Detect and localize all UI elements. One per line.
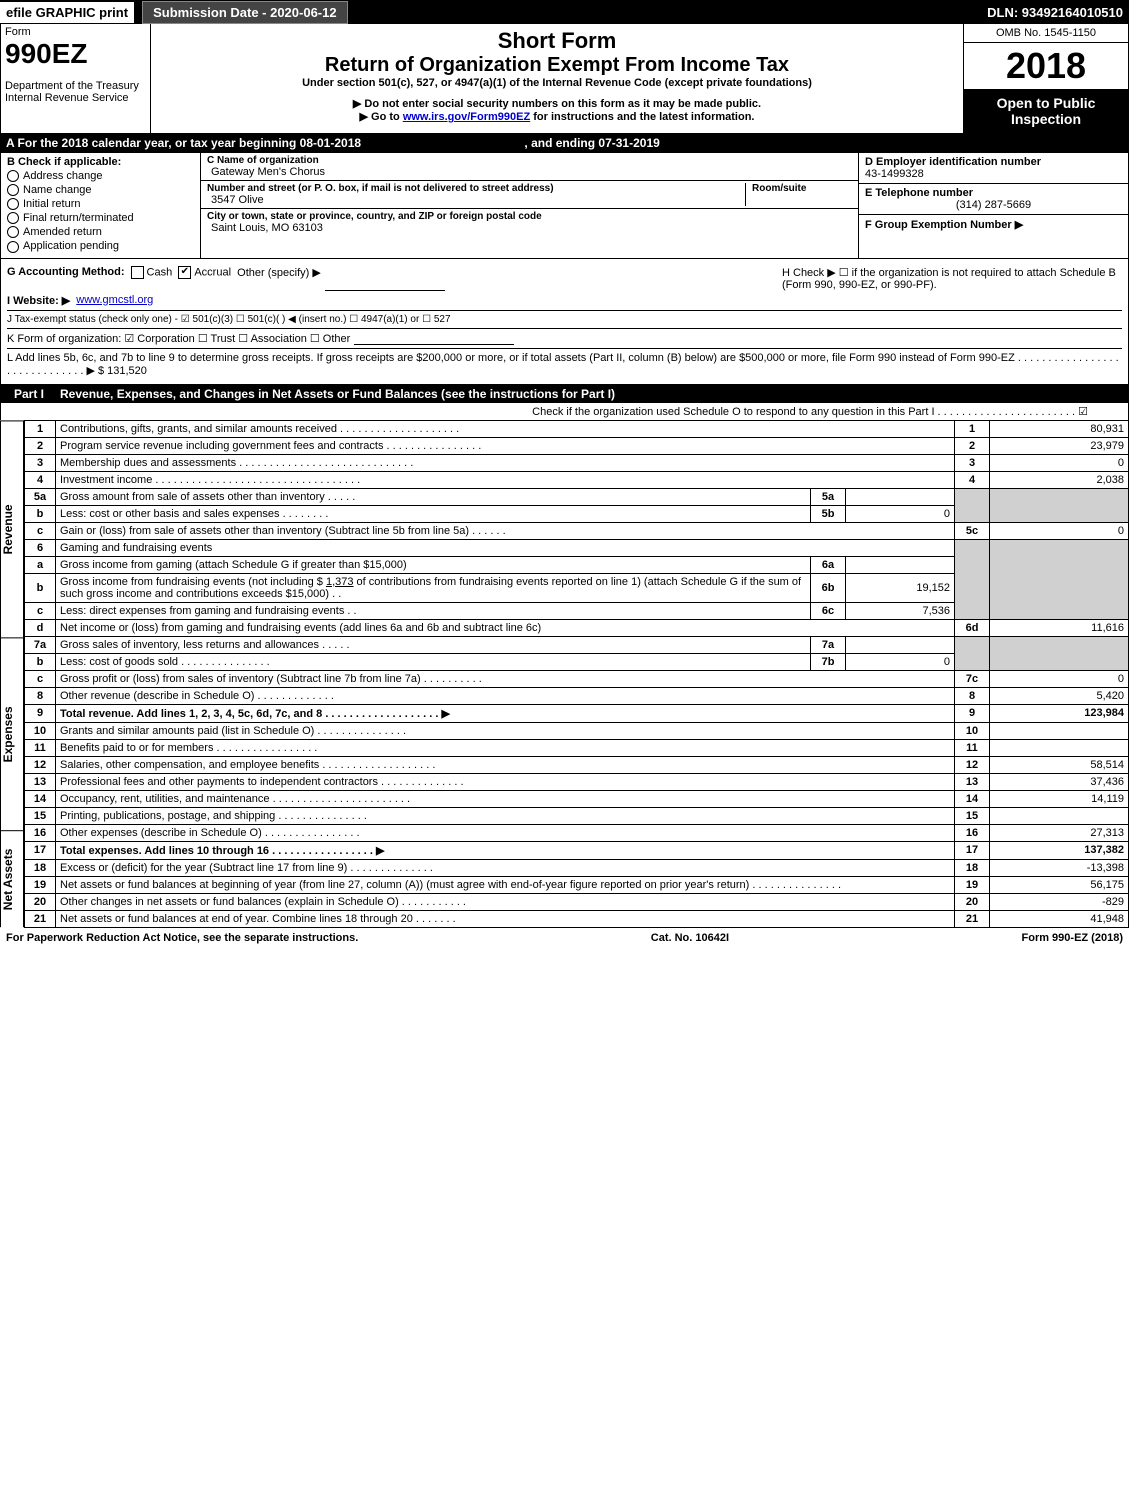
line-20: 20Other changes in net assets or fund ba…	[25, 893, 1129, 910]
cell-d: D Employer identification number 43-1499…	[858, 153, 1128, 258]
l-text: L Add lines 5b, 6c, and 7b to line 9 to …	[7, 352, 1122, 377]
part1-heading: Revenue, Expenses, and Changes in Net As…	[60, 387, 615, 401]
form-subtitle: Under section 501(c), 527, or 4947(a)(1)…	[155, 77, 959, 89]
g-accrual[interactable]: ✔Accrual	[178, 266, 231, 291]
submission-date: Submission Date - 2020-06-12	[142, 1, 348, 24]
footer: For Paperwork Reduction Act Notice, see …	[0, 928, 1129, 948]
note-goto-pre: ▶ Go to	[360, 111, 403, 123]
line-11: 11Benefits paid to or for members . . . …	[25, 739, 1129, 756]
open-public: Open to Public Inspection	[964, 89, 1128, 133]
dept-treasury: Department of the Treasury Internal Reve…	[5, 80, 146, 104]
chk-final-return[interactable]: Final return/terminated	[7, 212, 194, 224]
note-ssn: ▶ Do not enter social security numbers o…	[155, 97, 959, 110]
line-9: 9Total revenue. Add lines 1, 2, 3, 4, 5c…	[25, 704, 1129, 722]
header-right: OMB No. 1545-1150 2018 Open to Public In…	[963, 24, 1128, 133]
part1-tag: Part I	[6, 387, 52, 401]
line-5c: cGain or (loss) from sale of assets othe…	[25, 522, 1129, 539]
line-4: 4Investment income . . . . . . . . . . .…	[25, 471, 1129, 488]
line-19: 19Net assets or fund balances at beginni…	[25, 876, 1129, 893]
line-a-begin: A For the 2018 calendar year, or tax yea…	[6, 136, 361, 150]
form-title: Return of Organization Exempt From Incom…	[155, 54, 959, 77]
line-3: 3Membership dues and assessments . . . .…	[25, 454, 1129, 471]
f-grp-label: F Group Exemption Number ▶	[865, 218, 1122, 231]
line-12: 12Salaries, other compensation, and empl…	[25, 756, 1129, 773]
short-form-label: Short Form	[155, 28, 959, 54]
line-15: 15Printing, publications, postage, and s…	[25, 807, 1129, 824]
note-goto: ▶ Go to www.irs.gov/Form990EZ for instru…	[155, 110, 959, 123]
c-addr-label: Number and street (or P. O. box, if mail…	[207, 183, 745, 194]
j-text: J Tax-exempt status (check only one) - ☑…	[7, 314, 451, 325]
side-revenue: Revenue	[0, 420, 24, 637]
line-18: 18Excess or (deficit) for the year (Subt…	[25, 859, 1129, 876]
header-center: Short Form Return of Organization Exempt…	[151, 24, 963, 133]
chk-address-change[interactable]: Address change	[7, 170, 194, 182]
line-16: 16Other expenses (describe in Schedule O…	[25, 824, 1129, 841]
line-1: 1Contributions, gifts, grants, and simil…	[25, 420, 1129, 437]
line-7a: 7aGross sales of inventory, less returns…	[25, 636, 1129, 653]
line-8: 8Other revenue (describe in Schedule O) …	[25, 687, 1129, 704]
info-grid: B Check if applicable: Address change Na…	[0, 153, 1129, 259]
footer-mid: Cat. No. 10642I	[651, 932, 729, 944]
mid-section: G Accounting Method: Cash ✔Accrual Other…	[0, 259, 1129, 385]
omb-number: OMB No. 1545-1150	[964, 24, 1128, 43]
part1-check-note: Check if the organization used Schedule …	[0, 403, 1129, 420]
part1-header: Part I Revenue, Expenses, and Changes in…	[0, 385, 1129, 403]
d-ein: 43-1499328	[865, 168, 1122, 180]
line-10: 10Grants and similar amounts paid (list …	[25, 722, 1129, 739]
c-name: Gateway Men's Chorus	[211, 166, 325, 178]
line-13: 13Professional fees and other payments t…	[25, 773, 1129, 790]
line-21: 21Net assets or fund balances at end of …	[25, 910, 1129, 927]
line-6: 6Gaming and fundraising events	[25, 539, 1129, 556]
d-ein-label: D Employer identification number	[865, 156, 1122, 168]
tax-year: 2018	[964, 43, 1128, 89]
cell-b: B Check if applicable: Address change Na…	[1, 153, 201, 258]
line-a: A For the 2018 calendar year, or tax yea…	[0, 134, 1129, 153]
header-left: Form 990EZ Department of the Treasury In…	[1, 24, 151, 133]
k-text: K Form of organization: ☑ Corporation ☐ …	[7, 332, 350, 345]
c-city-label: City or town, state or province, country…	[207, 211, 542, 222]
efile-label: efile GRAPHIC print	[0, 2, 134, 23]
line-a-end: , and ending 07-31-2019	[524, 136, 659, 150]
line-5a: 5aGross amount from sale of assets other…	[25, 488, 1129, 505]
side-net-assets: Net Assets	[0, 830, 24, 927]
chk-name-change[interactable]: Name change	[7, 184, 194, 196]
chk-amended[interactable]: Amended return	[7, 226, 194, 238]
form-header: Form 990EZ Department of the Treasury In…	[0, 24, 1129, 134]
g-cash[interactable]: Cash	[131, 266, 173, 291]
c-name-label: C Name of organization	[207, 155, 325, 166]
i-label: I Website: ▶	[7, 294, 70, 307]
g-other[interactable]: Other (specify) ▶	[237, 266, 321, 291]
line-2: 2Program service revenue including gover…	[25, 437, 1129, 454]
chk-initial-return[interactable]: Initial return	[7, 198, 194, 210]
g-other-line	[325, 266, 445, 291]
note-goto-post: for instructions and the latest informat…	[530, 111, 754, 123]
line-6d: dNet income or (loss) from gaming and fu…	[25, 619, 1129, 636]
cell-c: C Name of organization Gateway Men's Cho…	[201, 153, 858, 258]
line-17: 17Total expenses. Add lines 10 through 1…	[25, 841, 1129, 859]
irs-link[interactable]: www.irs.gov/Form990EZ	[403, 111, 530, 123]
footer-right: Form 990-EZ (2018)	[1022, 932, 1123, 944]
dln: DLN: 93492164010510	[987, 5, 1129, 20]
k-other-line	[354, 332, 514, 345]
lines-table: 1Contributions, gifts, grants, and simil…	[24, 420, 1129, 928]
footer-left: For Paperwork Reduction Act Notice, see …	[6, 932, 358, 944]
form-number: 990EZ	[5, 38, 146, 70]
b-label: B Check if applicable:	[7, 156, 194, 168]
part1-body: Revenue Expenses Net Assets 1Contributio…	[0, 420, 1129, 928]
e-tel-label: E Telephone number	[865, 187, 1122, 199]
line-14: 14Occupancy, rent, utilities, and mainte…	[25, 790, 1129, 807]
e-tel: (314) 287-5669	[865, 199, 1122, 211]
h-text: H Check ▶ ☐ if the organization is not r…	[782, 266, 1122, 291]
line-7c: cGross profit or (loss) from sales of in…	[25, 670, 1129, 687]
g-label: G Accounting Method:	[7, 266, 125, 291]
c-city: Saint Louis, MO 63103	[211, 222, 542, 234]
side-expenses: Expenses	[0, 637, 24, 830]
c-room-label: Room/suite	[752, 183, 852, 194]
top-bar: efile GRAPHIC print Submission Date - 20…	[0, 0, 1129, 24]
chk-app-pending[interactable]: Application pending	[7, 240, 194, 252]
c-addr: 3547 Olive	[211, 194, 745, 206]
form-word: Form	[5, 26, 146, 38]
i-website[interactable]: www.gmcstl.org	[76, 294, 153, 307]
